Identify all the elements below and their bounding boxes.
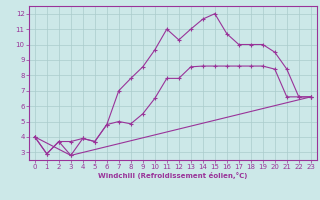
X-axis label: Windchill (Refroidissement éolien,°C): Windchill (Refroidissement éolien,°C) [98,172,247,179]
